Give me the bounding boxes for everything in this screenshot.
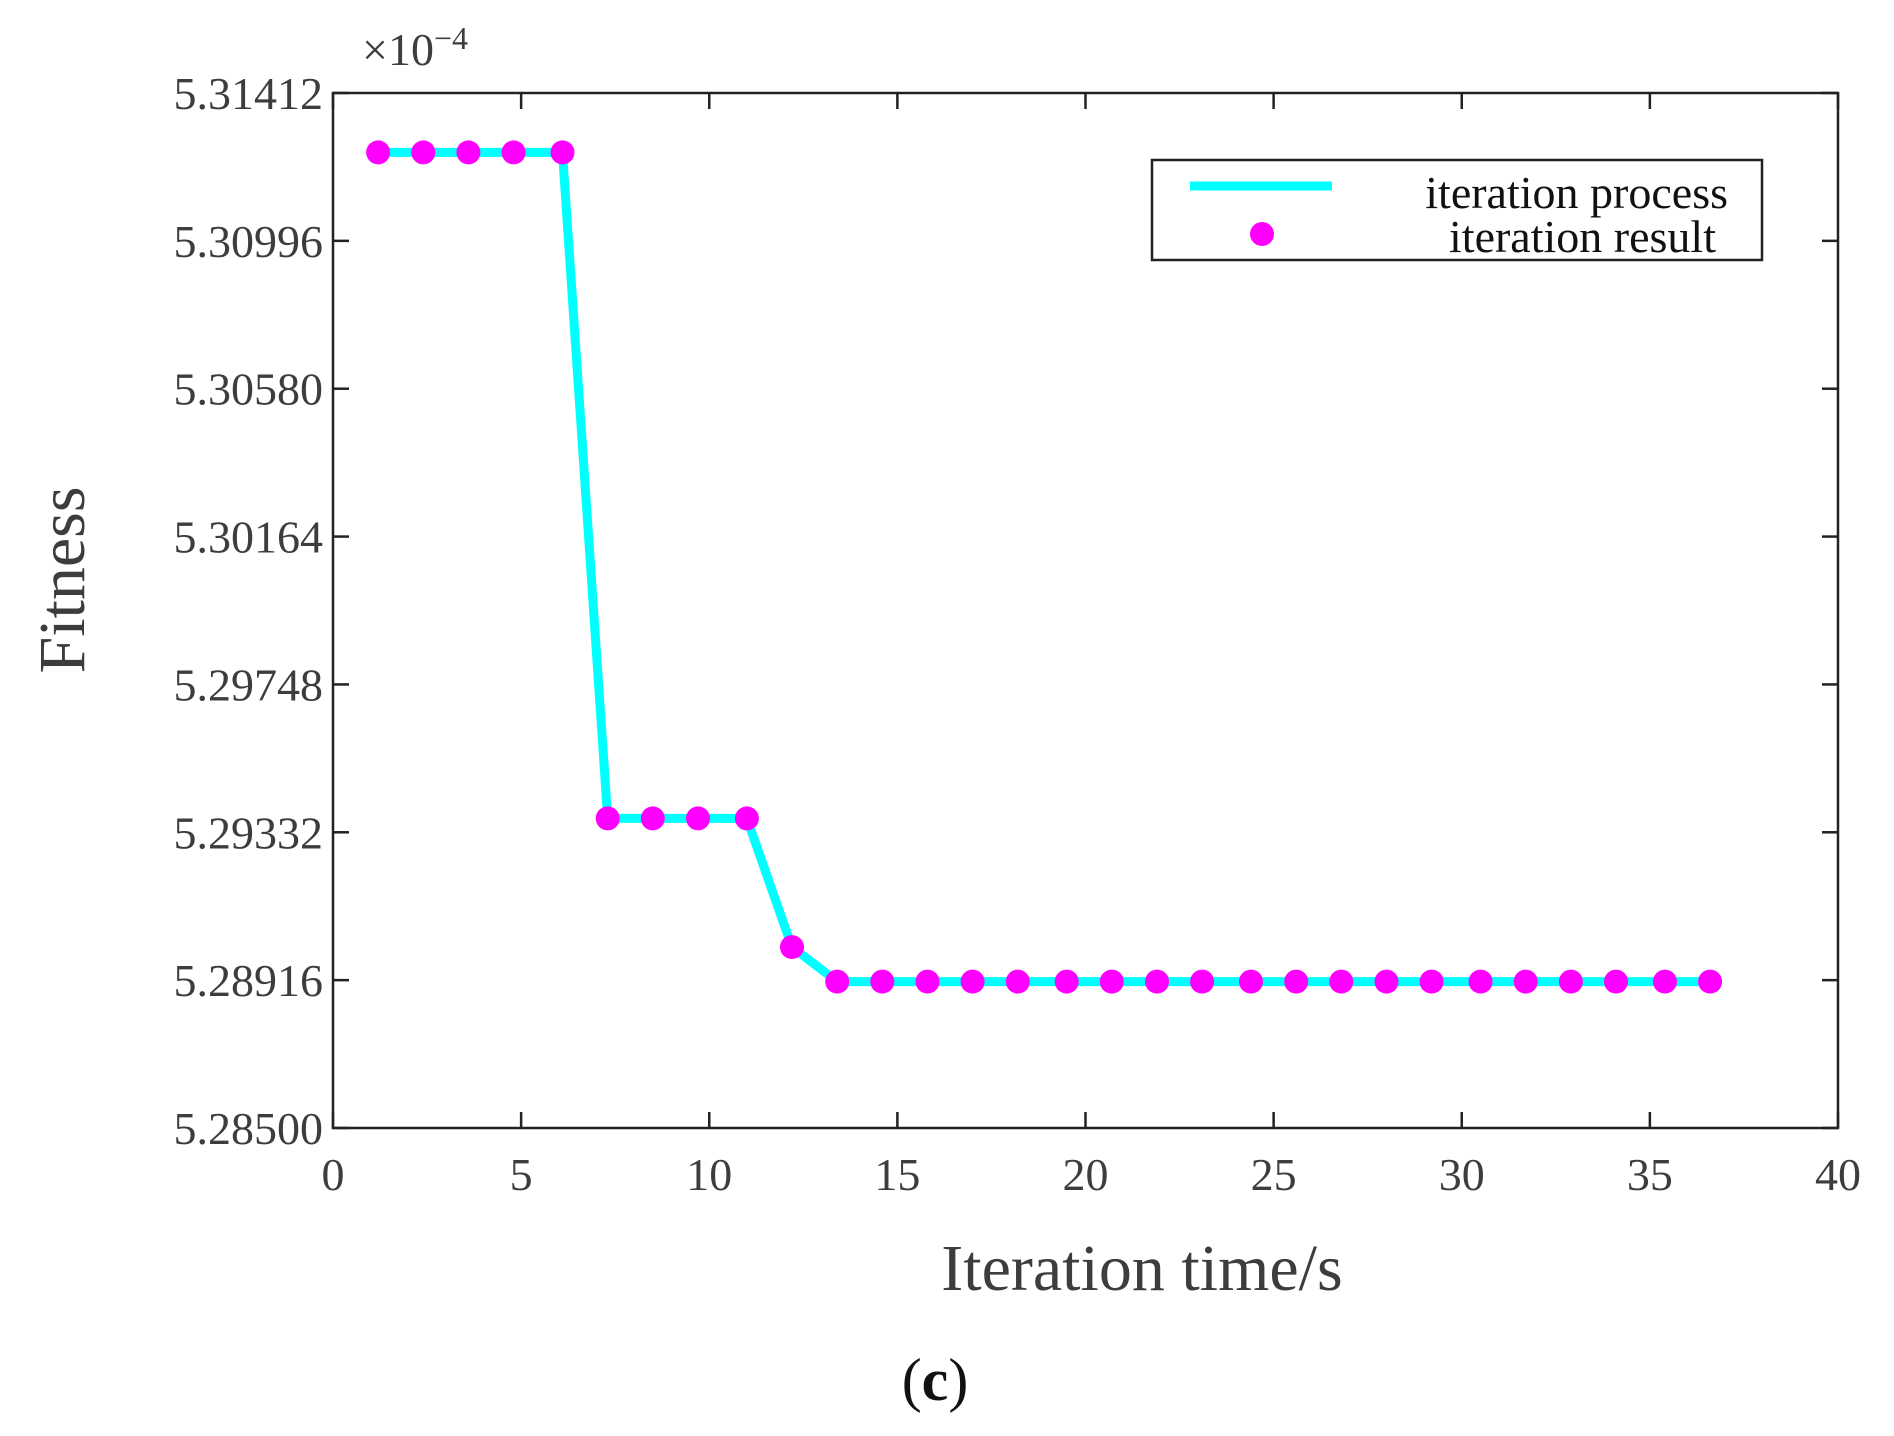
- plot-area-frame: [331, 91, 1840, 1130]
- legend: iteration process iteration result: [1150, 158, 1764, 262]
- data-point-iteration-result: [501, 140, 526, 165]
- caption-open-paren: (: [902, 1347, 922, 1413]
- data-point-iteration-result: [1005, 969, 1030, 994]
- data-point-iteration-result: [780, 935, 804, 960]
- y-tick-labels: 5.28500 5.28916 5.29332 5.29748 5.30164 5.305…: [174, 68, 324, 1154]
- data-point-iteration-result: [1054, 969, 1079, 994]
- y-exponent-base: ×10: [362, 24, 434, 75]
- y-tick-label: 5.30164: [174, 512, 324, 563]
- x-tick-label: 15: [874, 1149, 920, 1200]
- axis-ticks: [331, 91, 1840, 1130]
- y-exponent-power: −4: [434, 20, 468, 56]
- y-tick-label: 5.28500: [174, 1103, 324, 1154]
- caption-letter: c: [922, 1347, 949, 1413]
- data-point-iteration-result: [411, 140, 436, 165]
- x-tick-labels: 0 5 10 15 20 25 30 35 40: [322, 1149, 1862, 1200]
- data-point-iteration-result: [1419, 969, 1444, 994]
- data-point-iteration-result: [1284, 969, 1309, 994]
- x-axis-title: Iteration time/s: [941, 1232, 1342, 1305]
- data-point-iteration-result: [1558, 969, 1583, 994]
- figure-caption: (c): [902, 1347, 969, 1413]
- x-tick-label: 40: [1815, 1149, 1861, 1200]
- x-tick-label: 30: [1439, 1149, 1485, 1200]
- data-point-iteration-result: [960, 969, 985, 994]
- data-point-iteration-result: [595, 806, 620, 831]
- data-point-iteration-result: [734, 806, 759, 831]
- x-tick-label: 35: [1627, 1149, 1673, 1200]
- data-point-iteration-result: [1190, 969, 1215, 994]
- data-point-iteration-result: [1374, 969, 1399, 994]
- legend-box: [1150, 158, 1764, 262]
- y-tick-label: 5.29332: [174, 807, 324, 858]
- x-tick-label: 25: [1251, 1149, 1297, 1200]
- series-layer: [366, 140, 1723, 994]
- y-tick-label: 5.29748: [174, 659, 324, 710]
- data-point-iteration-result: [1099, 969, 1124, 994]
- data-point-iteration-result: [1468, 969, 1493, 994]
- y-tick-label: 5.31412: [174, 68, 324, 119]
- data-point-iteration-result: [640, 806, 665, 831]
- x-tick-label: 0: [322, 1149, 345, 1200]
- legend-marker-swatch: [1250, 222, 1274, 246]
- data-point-iteration-result: [1145, 969, 1169, 994]
- x-tick-label: 10: [686, 1149, 732, 1200]
- y-axis-title: Fitness: [26, 486, 99, 673]
- data-point-iteration-result: [1652, 969, 1677, 994]
- data-point-iteration-result: [915, 969, 940, 994]
- y-tick-label: 5.30996: [174, 216, 324, 267]
- data-point-iteration-result: [1239, 969, 1263, 994]
- data-point-iteration-result: [1513, 969, 1538, 994]
- y-exponent-label: ×10−4: [362, 20, 468, 75]
- data-point-iteration-result: [870, 969, 895, 994]
- y-tick-label: 5.28916: [174, 955, 324, 1006]
- data-point-iteration-result: [1329, 969, 1354, 994]
- x-tick-label: 20: [1063, 1149, 1109, 1200]
- data-point-iteration-result: [456, 140, 481, 165]
- data-point-iteration-result: [1604, 969, 1628, 994]
- data-point-iteration-result: [1698, 969, 1723, 994]
- data-point-iteration-result: [825, 969, 850, 994]
- x-tick-label: 5: [510, 1149, 533, 1200]
- data-point-iteration-result: [366, 140, 391, 165]
- legend-label-iteration-process: iteration process: [1425, 167, 1728, 218]
- legend-label-iteration-result: iteration result: [1449, 211, 1716, 262]
- data-point-iteration-result: [550, 140, 575, 165]
- caption-close-paren: ): [948, 1347, 968, 1413]
- y-tick-label: 5.30580: [174, 364, 324, 415]
- data-point-iteration-result: [686, 806, 710, 831]
